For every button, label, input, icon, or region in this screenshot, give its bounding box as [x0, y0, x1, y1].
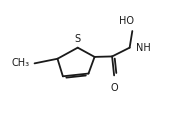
Text: NH: NH — [136, 43, 151, 53]
Text: O: O — [110, 83, 118, 93]
Text: S: S — [75, 34, 81, 44]
Text: CH₃: CH₃ — [12, 58, 30, 68]
Text: HO: HO — [119, 16, 135, 26]
